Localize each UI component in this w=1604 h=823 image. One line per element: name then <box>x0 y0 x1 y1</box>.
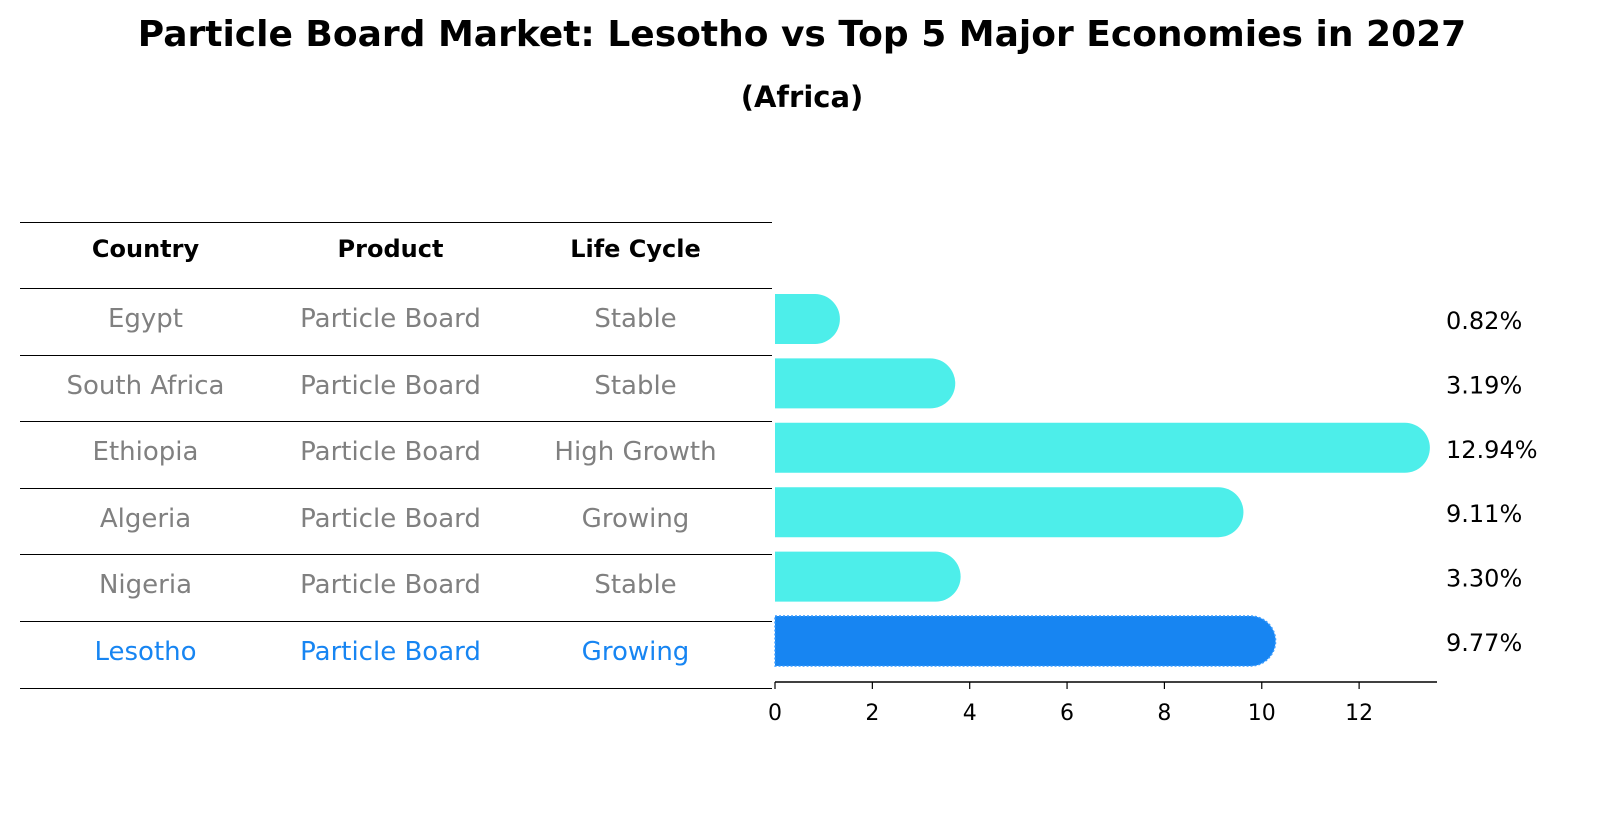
x-tick-label: 4 <box>963 701 977 726</box>
table-cell-product: Particle Board <box>300 370 481 401</box>
table-rule <box>20 554 772 555</box>
table-rule <box>20 688 772 689</box>
table-rule <box>20 421 772 422</box>
table-cell-country: Lesotho <box>94 637 197 667</box>
table-rule <box>20 621 772 622</box>
data-label: 0.82% <box>1446 307 1522 335</box>
data-label: 9.77% <box>1446 629 1522 657</box>
table-cell-life-cycle: Growing <box>581 637 690 667</box>
data-label: 3.30% <box>1446 565 1522 593</box>
x-tick-label: 0 <box>768 701 782 726</box>
table-cell-country: Algeria <box>99 503 192 534</box>
table-header-product: Product <box>337 235 444 263</box>
table-cell-country: South Africa <box>66 370 225 401</box>
x-tick-label: 8 <box>1157 701 1171 726</box>
data-label: 9.11% <box>1446 500 1522 528</box>
table-cell-product: Particle Board <box>300 503 481 534</box>
table-cell-life-cycle: Growing <box>581 503 690 534</box>
bar-egypt <box>775 294 840 344</box>
bar-nigeria <box>775 551 961 602</box>
table-cell-country: Egypt <box>107 304 184 334</box>
bar-lesotho <box>774 615 1277 667</box>
table-cell-life-cycle: High Growth <box>554 437 717 468</box>
bar-algeria <box>775 487 1244 538</box>
table-cell-country: Ethiopia <box>92 437 199 468</box>
table-cell-product: Particle Board <box>300 637 481 667</box>
table-rule <box>20 488 772 489</box>
data-label: 3.19% <box>1446 371 1522 399</box>
table-rule <box>20 355 772 356</box>
table-header-life-cycle: Life Cycle <box>570 235 701 263</box>
bar-ethiopia <box>775 422 1430 473</box>
table-cell-product: Particle Board <box>300 304 481 334</box>
table-cell-life-cycle: Stable <box>594 304 677 334</box>
table-cell-country: Nigeria <box>98 570 193 601</box>
table-cell-life-cycle: Stable <box>594 370 677 401</box>
table-cell-product: Particle Board <box>300 570 481 601</box>
bar-south-africa <box>775 358 956 409</box>
table-header-country: Country <box>91 235 200 263</box>
chart-subtitle: (Africa) <box>740 80 864 114</box>
table-cell-product: Particle Board <box>300 437 481 468</box>
x-tick-label: 12 <box>1345 701 1373 726</box>
data-label: 12.94% <box>1446 436 1538 464</box>
x-tick-label: 6 <box>1060 701 1074 726</box>
table-rule <box>20 222 772 223</box>
table-cell-life-cycle: Stable <box>594 570 677 601</box>
chart-title: Particle Board Market: Lesotho vs Top 5 … <box>137 14 1467 55</box>
x-tick-label: 2 <box>865 701 879 726</box>
table-rule <box>20 288 772 289</box>
x-tick-label: 10 <box>1248 701 1276 726</box>
